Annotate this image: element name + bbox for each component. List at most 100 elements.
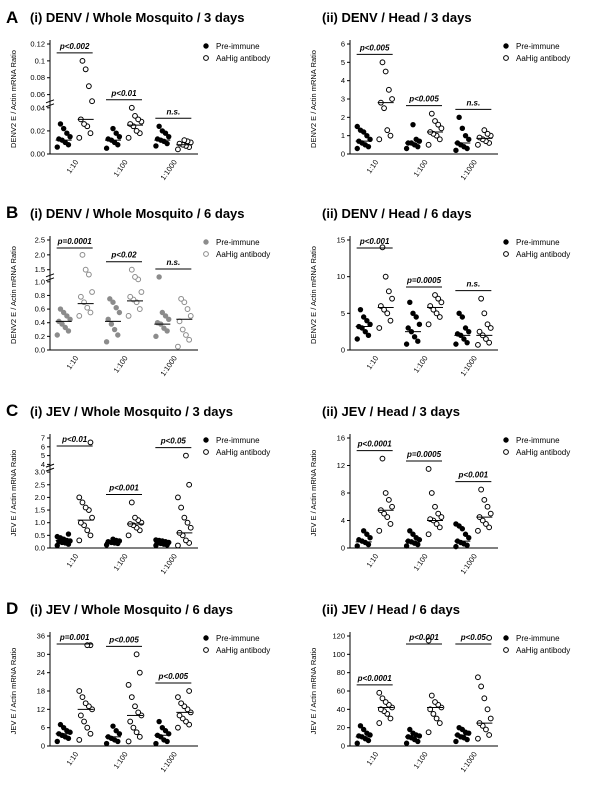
legend-marker-aahig-antibody (503, 55, 509, 61)
aahig-antibody-point (183, 537, 189, 544)
aahig-antibody-point (428, 110, 435, 117)
pre-immune-point (107, 296, 113, 302)
aahig-antibody-point (387, 715, 394, 722)
x-tick-label: 1:100 (111, 750, 129, 771)
aahig-antibody-point (176, 712, 183, 719)
pre-immune-point (57, 306, 64, 312)
pre-immune-point (64, 728, 70, 734)
aahig-antibody-point (84, 724, 91, 731)
aahig-antibody-point (425, 141, 432, 148)
aahig-antibody-point (486, 524, 493, 531)
aahig-antibody-point (438, 299, 445, 306)
chart-b-ii: DENV2 E / Actin mRNA Ratio 0 5 10 15 1:10 p<0.… (309, 236, 570, 378)
aahig-antibody-point (84, 642, 91, 649)
legend-marker-aahig-antibody (503, 449, 509, 455)
aahig-antibody-point (379, 244, 386, 251)
pre-immune-point (360, 726, 367, 733)
aahig-antibody-point (87, 130, 94, 137)
chart-a-ii: DENV2 E / Actin mRNA Ratio 0 1 2 3 4 5 6 1:10 p<0… (309, 40, 570, 182)
aahig-antibody-point (432, 118, 438, 124)
y-axis-label: DENV2 E / Actin mRNA Ratio (9, 50, 18, 148)
aahig-antibody-point (76, 494, 83, 501)
y-tick-label: 0.5 (35, 531, 45, 540)
aahig-antibody-point (487, 715, 494, 722)
aahig-antibody-point (483, 336, 489, 342)
aahig-antibody-point (384, 310, 391, 317)
x-tick-label: 1:10 (65, 750, 81, 767)
x-tick-label: 1:10 (365, 354, 381, 371)
x-tick-label: 1:1000 (458, 750, 479, 774)
p-value-annotation: p=0.0005 (406, 450, 442, 459)
aahig-antibody-point (435, 295, 442, 302)
aahig-antibody-point (132, 112, 138, 119)
y-tick-label: 5 (341, 58, 345, 67)
axis-break (45, 467, 55, 472)
y-tick-label: 0.6 (35, 305, 45, 314)
aahig-antibody-point (483, 726, 489, 733)
pre-immune-point (453, 147, 459, 154)
p-value-annotation: p<0.002 (59, 42, 90, 51)
y-tick-label: 4 (41, 460, 45, 469)
legend-marker-aahig-antibody (203, 449, 209, 455)
pre-immune-point (360, 314, 367, 320)
pre-immune-point (116, 133, 123, 140)
pre-immune-point (456, 310, 462, 317)
legend-label-pre-immune: Pre-immune (216, 436, 260, 445)
aahig-antibody-point (125, 532, 132, 539)
y-axis-label: DENV2 E / Actin mRNA Ratio (309, 246, 318, 344)
aahig-antibody-point (186, 336, 193, 343)
x-tick-label: 1:1000 (158, 552, 179, 576)
p-value-annotation: p=0.001 (59, 633, 90, 642)
aahig-antibody-point (436, 136, 443, 143)
y-tick-label: 16 (337, 434, 345, 443)
pre-immune-point (462, 531, 469, 537)
aahig-antibody-point (382, 490, 389, 496)
y-tick-label: 2 (341, 113, 345, 122)
p-value-annotation: p=0.0005 (406, 276, 442, 285)
pre-immune-point (407, 299, 413, 306)
pre-immune-point (116, 309, 123, 316)
chart-b-i: DENV2 E / Actin mRNA Ratio 0.0 0.2 0.4 0.6 0.… (9, 236, 270, 378)
panel-title-a-ii: (ii) DENV / Head / 3 days (322, 10, 472, 25)
aahig-antibody-point (478, 683, 485, 690)
legend-marker-pre-immune (503, 43, 509, 49)
aahig-antibody-point (432, 292, 438, 298)
pre-immune-point (156, 123, 162, 129)
y-tick-label: 4 (341, 516, 345, 525)
aahig-antibody-point (178, 504, 185, 511)
pre-immune-point (413, 534, 419, 541)
y-tick-label: 7 (41, 434, 45, 443)
legend-marker-pre-immune (203, 437, 209, 443)
aahig-antibody-point (128, 499, 135, 506)
aahig-antibody-point (178, 700, 185, 707)
x-tick-label: 1:100 (411, 552, 429, 573)
legend-label-aahig-antibody: AaHig antibody (516, 448, 570, 457)
aahig-antibody-point (179, 326, 186, 333)
aahig-antibody-point (436, 524, 443, 531)
pre-immune-point (64, 130, 70, 136)
aahig-antibody-point (376, 136, 383, 143)
pre-immune-point (453, 521, 459, 527)
row-letter-c: C (6, 401, 19, 420)
p-value-annotation: p<0.01 (61, 435, 88, 444)
y-tick-label: 0.4 (35, 318, 45, 327)
aahig-antibody-point (132, 514, 138, 521)
chart-a-i: DENV2 E / Actin mRNA Ratio 0.00 0.02 0.04 0.… (9, 40, 270, 182)
aahig-antibody-point (175, 542, 181, 549)
panel-title-a-i: (i) DENV / Whole Mosquito / 3 days (30, 10, 245, 25)
aahig-antibody-point (389, 503, 395, 510)
aahig-antibody-point (436, 314, 443, 320)
p-value-annotation: p<0.001 (108, 483, 139, 492)
aahig-antibody-point (425, 637, 432, 644)
legend-label-aahig-antibody: AaHig antibody (216, 448, 270, 457)
aahig-antibody-point (130, 724, 137, 731)
legend-label-pre-immune: Pre-immune (516, 42, 560, 51)
pre-immune-point (413, 314, 419, 320)
p-value-annotation: p<0.05 (460, 633, 487, 642)
aahig-antibody-point (428, 490, 435, 496)
aahig-antibody-point (84, 527, 91, 534)
pre-immune-point (403, 543, 410, 549)
panel-title-c-i: (i) JEV / Whole Mosquito / 3 days (30, 404, 233, 419)
aahig-antibody-point (125, 134, 132, 141)
y-tick-label: 6 (41, 723, 45, 732)
